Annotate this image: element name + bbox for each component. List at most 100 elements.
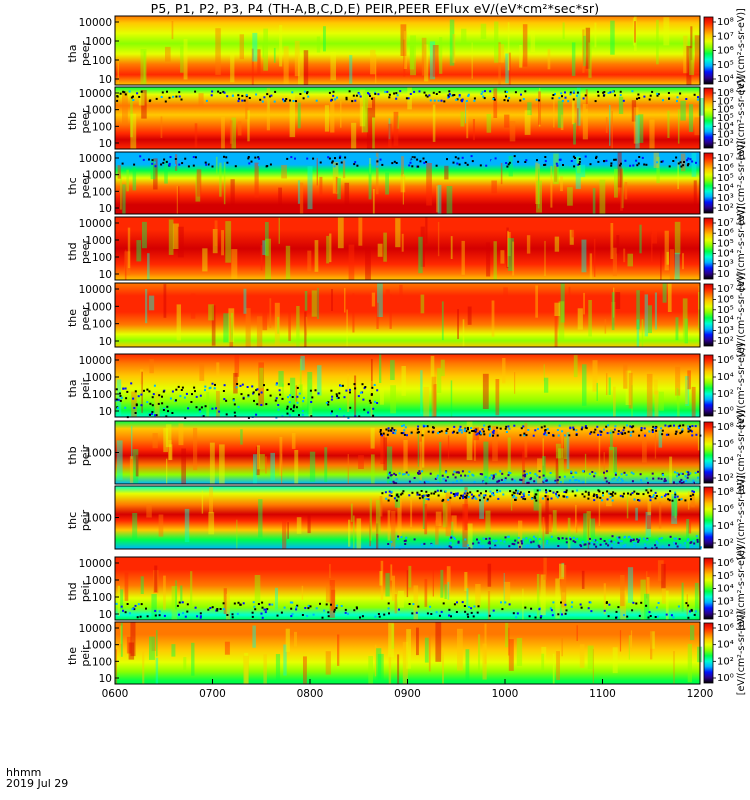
colorbar [704,558,713,619]
colorbar-tick-label: 10⁶ [717,294,734,305]
x-tick-label: 0600 [102,688,129,700]
colorbar-tick-label: 10⁴ [717,521,734,532]
colorbar-tick-label: 10³ [717,326,734,337]
y-tick-label: 10 [99,336,112,348]
y-tick-label: 1000 [85,575,112,587]
colorbar-tick-label: 10⁷ [717,31,734,42]
colorbar-tick-label: 10⁴ [717,456,734,467]
y-tick-label: 10000 [79,558,112,570]
colorbar-tick-label: 10⁴ [717,74,734,85]
colorbar-tick-label: 10³ [717,596,734,607]
y-tick-label: 10 [99,673,112,685]
panels-layer: tha peer1010010001000010⁴10⁵10⁶10⁷10⁸ [eV/… [66,8,747,695]
y-tick-label: 10000 [79,284,112,296]
panel-thd-peir: thd peir 10 100 1000 10000 10² 10³10⁴ 10⁵ 10⁶ [eV/… [66,546,747,630]
colorbar-tick-label: 10⁴ [717,315,734,326]
colorbar-tick-label: 10⁵ [717,238,734,249]
x-tick-label: 1200 [687,688,714,700]
y-tick-label: 100 [92,121,112,133]
colorbar-tick-label: 10³ [717,259,734,270]
colorbar-tick-label: 10³ [717,193,734,204]
y-tick-label: 1000 [85,36,112,48]
y-tick-label: 100 [92,252,112,264]
colorbar-tick-label: 10² [717,538,734,549]
colorbar-tick-label: 10⁶ [717,439,734,450]
colorbar-tick-label: 10⁴ [717,584,734,595]
colorbar [704,422,713,483]
colorbar [704,88,713,148]
y-tick-label: 10000 [79,218,112,230]
y-tick-label: 100 [92,186,112,198]
y-tick-label: 10 [99,406,112,418]
colorbar-tick-label: 10⁵ [717,60,734,71]
colorbar-tick-label: 10⁶ [717,623,734,634]
colorbar-tick-label: 10⁶ [717,355,734,366]
y-tick-label: 10000 [79,623,112,635]
panel-thb-peir: thb peir100010²10⁴10⁶10⁸ [eV/(cm²-s-sr-eV)… [66,410,747,494]
panel-thb-peer: thb peer1010010001000010²10³10⁴10⁵10⁶10⁷1… [66,76,747,160]
colorbar-tick-label: 10⁸ [717,17,734,28]
y-tick-label: 10 [99,609,112,621]
colorbar [704,153,713,213]
panel-label-probe: tha [66,379,79,397]
colorbar-tick-label: 10⁷ [717,284,734,295]
y-tick-label: 1000 [85,170,112,182]
x-tick-label: 0800 [297,688,324,700]
panel-the-peer: the peer 10 100 1000 10000 10²10³10⁴10⁵10⁶10⁷[… [66,273,747,357]
panel-label-probe: thd [66,582,79,600]
y-tick-label: 10000 [79,17,112,29]
colorbar-tick-label: 10⁸ [717,88,734,99]
colorbar-tick-label: 10⁲ [717,269,730,280]
colorbar [704,623,713,683]
panel-label-probe: thc [66,512,79,529]
colorbar-tick-label: 10⁵ [717,305,734,316]
colorbar [704,355,713,416]
colorbar [704,218,713,279]
y-tick-label: 1000 [85,448,112,460]
colorbar-tick-label: 10² [717,389,734,400]
panel-label-probe: thb [66,112,79,130]
y-tick-label: 10 [99,269,112,281]
panel-the-peir: the peir 10 100 1000 10000 10⁰ 10² 10⁴ 10⁶ [eV/(cm… [66,611,747,695]
colorbar [704,487,713,548]
panel-tha-peer: tha peer1010010001000010⁴10⁵10⁶10⁷10⁸ [eV/… [66,8,747,92]
y-tick-label: 1000 [85,372,112,384]
y-tick-label: 10 [99,74,112,86]
y-tick-label: 1000 [85,105,112,117]
panel-label-probe: the [66,309,79,327]
panel-label-probe: thd [66,242,79,260]
panel-tha-peir: tha peir 10 100 1000 10000 10⁰ 10² 10⁴ 10⁶ [eV/(cm… [66,343,747,427]
colorbar-tick-label: 10⁰ [717,673,734,684]
colorbar-tick-label: 10² [717,336,734,347]
colorbar-tick-label: 10⁴ [717,372,734,383]
colorbar-tick-label: 10⁶ [717,504,734,515]
y-tick-label: 100 [92,656,112,668]
colorbar-tick-label: 10⁶ [717,558,734,569]
colorbar-tick-label: 10⁶ [717,163,734,174]
y-tick-label: 100 [92,55,112,67]
y-tick-label: 1000 [85,513,112,525]
colorbar-tick-label: 10⁴ [717,183,734,194]
colorbar-tick-label: 10⁴ [717,640,734,651]
colorbar-unit: [eV/(cm²-s-sr-eV)] [736,611,747,695]
colorbar-tick-label: 10⁷ [717,218,734,229]
y-tick-label: 10000 [79,153,112,165]
panel-label-probe: thb [66,446,79,464]
y-tick-label: 10000 [79,88,112,100]
colorbar [704,284,713,346]
panel-label-probe: the [66,647,79,665]
y-tick-label: 1000 [85,235,112,247]
y-tick-label: 1000 [85,640,112,652]
colorbar-tick-label: 10² [717,609,734,620]
y-tick-label: 10 [99,138,112,150]
colorbar-tick-label: 10⁶ [717,228,734,239]
y-tick-label: 100 [92,389,112,401]
colorbar-tick-label: 10⁴ [717,249,734,260]
colorbar-tick-label: 10⁵ [717,173,734,184]
panel-thd-peer: thd peer1010010001000010⁲10³10⁴10⁵10⁶10⁷[… [66,206,747,290]
colorbar-tick-label: 10⁷ [717,153,734,164]
colorbar-tick-label: 10⁰ [717,406,734,417]
x-tick-label: 1100 [589,688,616,700]
y-tick-label: 100 [92,592,112,604]
